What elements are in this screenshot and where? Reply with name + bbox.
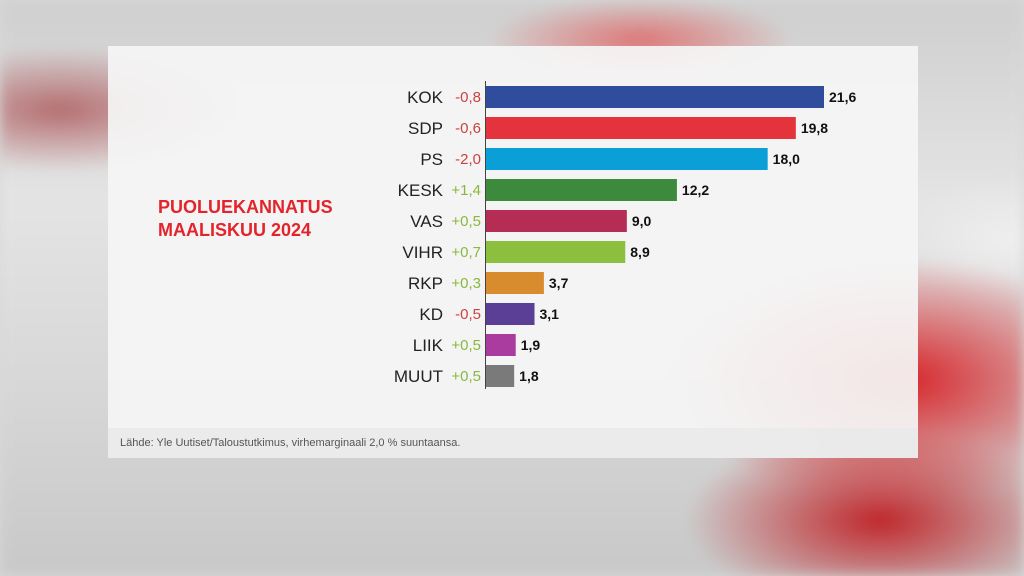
party-label: SDP	[408, 119, 443, 138]
bar-chart: KOK -0,8 21,6 SDP -0,6 19,8 PS -2,0 18,0 KESK +1,4…	[394, 81, 856, 389]
source-text: Lähde: Yle Uutiset/Taloustutkimus, virhe…	[120, 437, 461, 449]
change-label: +0,7	[451, 244, 481, 261]
chart-title-line2: MAALISKUU 2024	[158, 220, 312, 240]
value-label: 3,7	[549, 275, 569, 291]
bar	[486, 117, 796, 139]
chart-title-line1: PUOLUEKANNATUS	[158, 197, 333, 217]
chart-panel: PUOLUEKANNATUS MAALISKUU 2024 KOK -0,8 21,…	[108, 46, 918, 458]
party-label: KESK	[398, 181, 444, 200]
value-label: 1,8	[519, 368, 539, 384]
bar	[486, 334, 516, 356]
chart-title: PUOLUEKANNATUS MAALISKUU 2024	[158, 196, 333, 242]
value-label: 8,9	[630, 244, 650, 260]
party-label: RKP	[408, 274, 443, 293]
bar	[486, 179, 677, 201]
party-label: VAS	[410, 212, 443, 231]
value-label: 21,6	[829, 89, 856, 105]
party-label: PS	[420, 150, 443, 169]
bar	[486, 210, 627, 232]
bar	[486, 148, 768, 170]
bar	[486, 241, 626, 263]
change-label: +0,3	[451, 275, 481, 292]
change-label: -0,6	[455, 120, 481, 137]
value-label: 9,0	[632, 213, 652, 229]
party-label: KD	[419, 305, 443, 324]
party-label: LIIK	[413, 336, 444, 355]
change-label: -0,5	[455, 306, 481, 323]
value-label: 18,0	[773, 151, 800, 167]
change-label: +1,4	[451, 182, 481, 199]
change-label: +0,5	[451, 368, 481, 385]
value-label: 3,1	[540, 306, 560, 322]
value-label: 19,8	[801, 120, 828, 136]
party-label: KOK	[407, 88, 444, 107]
value-label: 1,9	[521, 337, 541, 353]
change-label: -2,0	[455, 151, 481, 168]
party-label: VIHR	[402, 243, 443, 262]
source-bar: Lähde: Yle Uutiset/Taloustutkimus, virhe…	[108, 428, 918, 458]
bar	[486, 365, 515, 387]
change-label: +0,5	[451, 213, 481, 230]
change-label: -0,8	[455, 89, 481, 106]
value-label: 12,2	[682, 182, 709, 198]
bar	[486, 86, 824, 108]
party-label: MUUT	[394, 367, 443, 386]
bar	[486, 272, 544, 294]
bar	[486, 303, 535, 325]
change-label: +0,5	[451, 337, 481, 354]
